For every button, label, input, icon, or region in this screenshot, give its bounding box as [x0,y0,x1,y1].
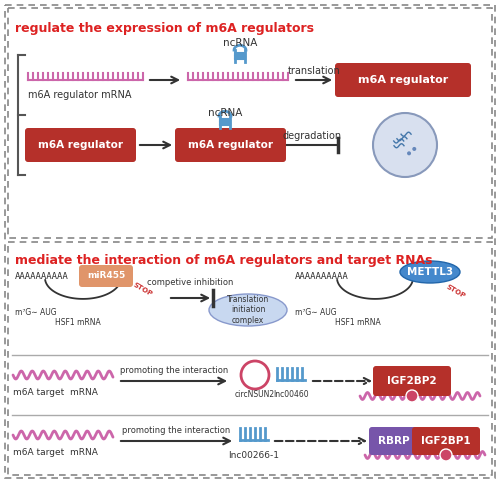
FancyBboxPatch shape [79,265,133,287]
Ellipse shape [400,261,460,283]
Text: IGF2BP1: IGF2BP1 [421,436,471,446]
FancyBboxPatch shape [373,366,451,396]
Text: circNSUN2: circNSUN2 [235,390,275,399]
Text: METTL3: METTL3 [407,267,453,277]
Circle shape [373,113,437,177]
Ellipse shape [209,294,287,326]
FancyBboxPatch shape [175,128,286,162]
Text: RBRP: RBRP [378,436,410,446]
Text: miR455: miR455 [87,271,125,281]
Text: HSF1 mRNA: HSF1 mRNA [55,318,101,327]
Text: m6A target  mRNA: m6A target mRNA [13,448,98,457]
Bar [8,242,492,475]
Text: IGF2BP2: IGF2BP2 [387,376,437,386]
Text: regulate the expression of m6A regulators: regulate the expression of m6A regulator… [15,22,314,35]
Text: m⁷G∼ AUG: m⁷G∼ AUG [295,308,337,317]
Text: degradation: degradation [282,131,342,141]
Text: promoting the interaction: promoting the interaction [120,366,228,375]
Text: promoting the interaction: promoting the interaction [122,426,230,435]
Text: AAAAAAAAAA: AAAAAAAAAA [295,272,349,281]
Text: m6A regulator: m6A regulator [188,140,272,150]
Text: ncRNA: ncRNA [223,38,257,48]
Circle shape [407,151,411,156]
Text: AAAAAAAAAA: AAAAAAAAAA [15,272,69,281]
Circle shape [406,390,418,402]
Text: m6A regulator mRNA: m6A regulator mRNA [28,90,132,100]
Circle shape [440,449,452,461]
FancyBboxPatch shape [369,427,420,455]
Text: mediate the interaction of m6A regulators and target RNAs: mediate the interaction of m6A regulator… [15,254,432,267]
Text: competive inhibition: competive inhibition [147,278,233,287]
Text: lnc00266-1: lnc00266-1 [228,451,280,460]
Text: lnc00460: lnc00460 [273,390,309,399]
FancyBboxPatch shape [25,128,136,162]
FancyBboxPatch shape [412,427,480,455]
Text: ncRNA: ncRNA [208,108,242,118]
Text: m6A regulator: m6A regulator [38,140,122,150]
Text: STOP: STOP [132,282,154,298]
Text: translation: translation [288,66,341,76]
Text: STOP: STOP [445,284,466,300]
Text: HSF1 mRNA: HSF1 mRNA [335,318,381,327]
Text: m6A target  mRNA: m6A target mRNA [13,388,98,397]
Circle shape [412,147,416,151]
Text: Translation
initiation
complex: Translation initiation complex [227,295,269,325]
Text: m⁷G∼ AUG: m⁷G∼ AUG [15,308,56,317]
Text: m6A regulator: m6A regulator [358,75,448,85]
Bar [8,8,492,238]
FancyBboxPatch shape [335,63,471,97]
